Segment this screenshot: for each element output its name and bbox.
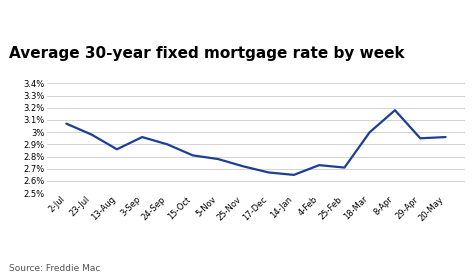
Text: Source: Freddie Mac: Source: Freddie Mac: [9, 264, 101, 273]
Text: Average 30-year fixed mortgage rate by week: Average 30-year fixed mortgage rate by w…: [9, 46, 405, 61]
